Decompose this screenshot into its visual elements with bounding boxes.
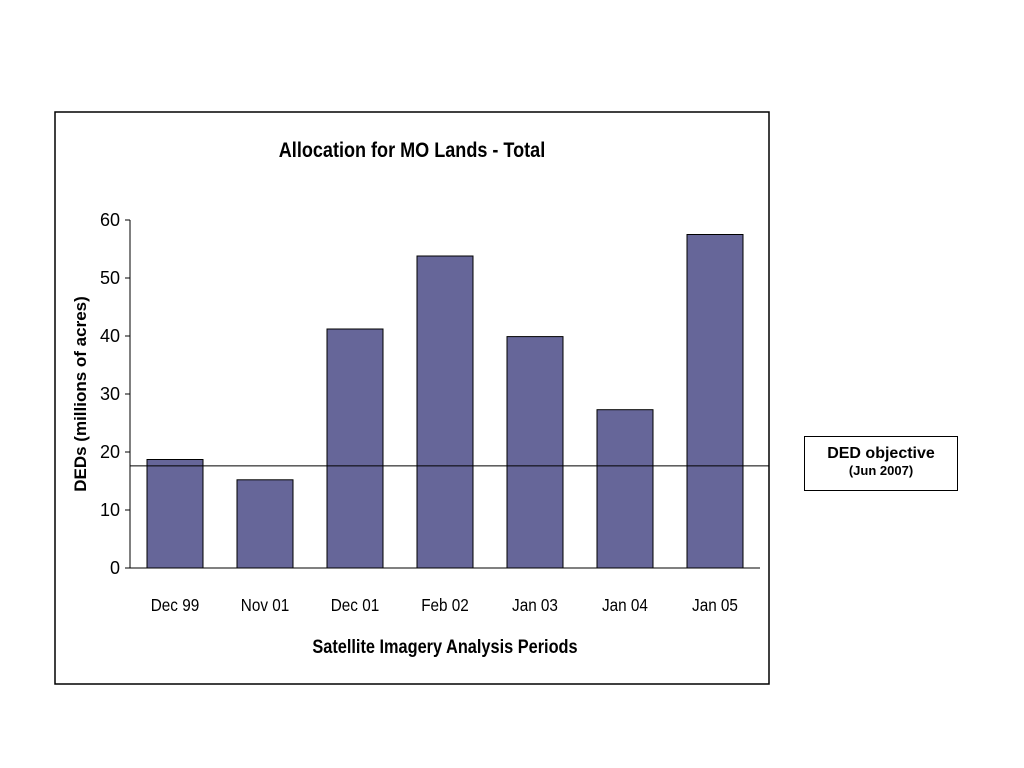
x-tick-label: Dec 99 [151, 595, 199, 615]
bar-feb-02 [416, 255, 474, 569]
x-tick-label: Dec 01 [331, 595, 379, 615]
y-tick-label: 20 [100, 442, 120, 462]
ded-objective-callout: DED objective (Jun 2007) [804, 436, 958, 491]
x-tick-label: Feb 02 [421, 595, 469, 615]
y-tick-label: 50 [100, 268, 120, 288]
bars [146, 234, 744, 569]
y-axis-ticks: 0 10 20 30 40 50 60 [100, 210, 130, 578]
bar-nov-01 [236, 479, 294, 569]
y-tick-label: 30 [100, 384, 120, 404]
x-axis-ticks: Dec 99 Nov 01 Dec 01 Feb 02 Jan 03 Jan 04 Jan … [151, 595, 738, 615]
bar-dec-99 [146, 459, 204, 569]
chart-border [54, 111, 770, 685]
y-tick-label: 60 [100, 210, 120, 230]
bar-jan-04 [596, 409, 654, 569]
bar-dec-01 [326, 328, 384, 569]
x-tick-label: Jan 05 [692, 595, 738, 615]
y-tick-label: 40 [100, 326, 120, 346]
bar-jan-05 [686, 234, 744, 569]
x-tick-label: Jan 04 [602, 595, 648, 615]
bar-jan-03 [506, 336, 564, 569]
x-axis-label: Satellite Imagery Analysis Periods [312, 636, 577, 657]
x-tick-label: Nov 01 [241, 595, 289, 615]
callout-subtitle: (Jun 2007) [848, 463, 914, 478]
chart-title: Allocation for MO Lands - Total [279, 139, 545, 163]
x-tick-label: Jan 03 [512, 595, 558, 615]
y-tick-label: 0 [110, 558, 120, 578]
callout-title: DED objective [827, 445, 935, 462]
y-axis-label: DEDs (millions of acres) [71, 296, 90, 492]
y-tick-label: 10 [100, 500, 120, 520]
